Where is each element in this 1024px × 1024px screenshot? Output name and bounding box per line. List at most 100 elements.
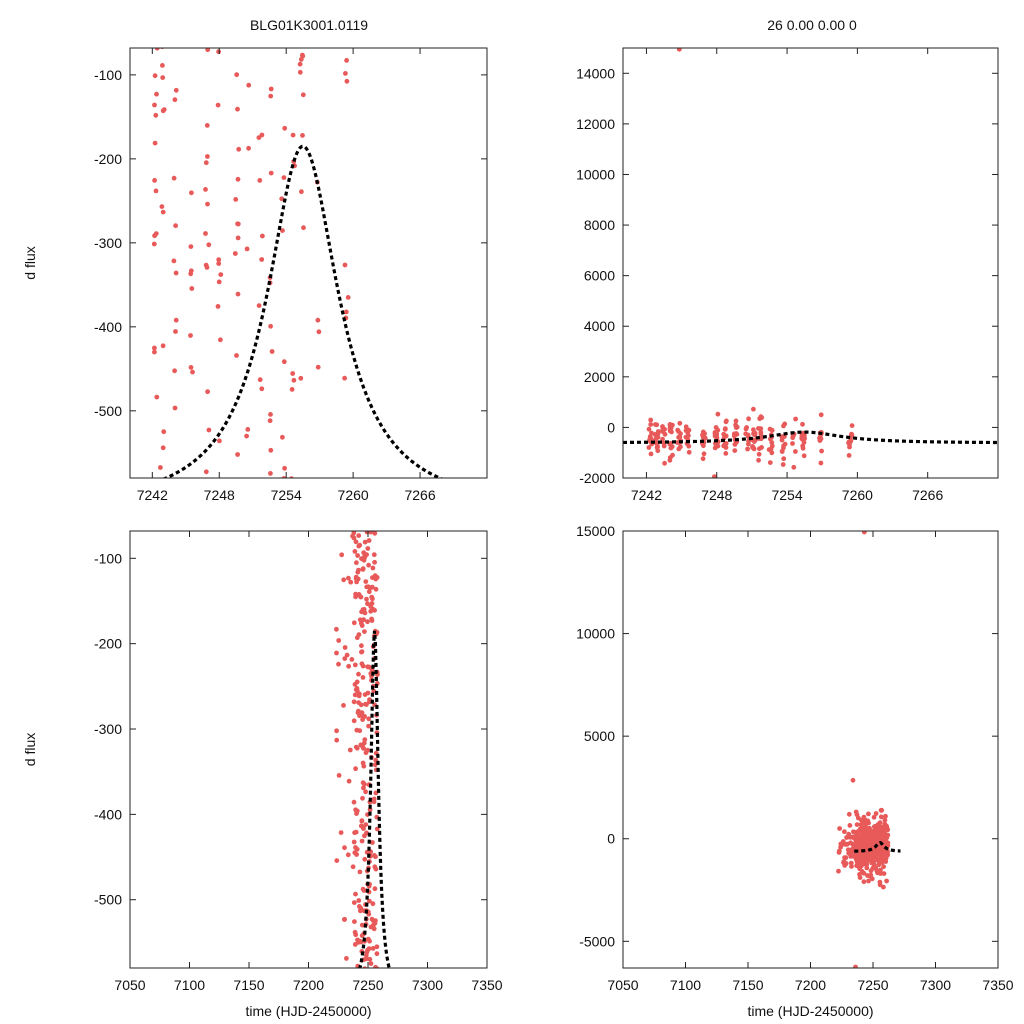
data-point [160,445,166,451]
data-point [216,257,222,263]
data-point [367,956,373,962]
data-point [188,244,194,250]
data-point [781,443,786,449]
data-point [734,431,740,437]
data-point [203,187,208,192]
data-point [153,112,159,118]
data-point [353,891,358,897]
data-point [368,961,374,966]
data-point [338,830,344,835]
data-point [372,559,377,565]
data-point [336,661,341,667]
data-point [218,337,223,343]
data-point [366,584,371,590]
figure-title-left: BLG01K3001.0119 [250,17,368,33]
data-point [347,747,353,753]
data-point [352,549,358,554]
data-point [881,884,886,890]
data-point [353,591,358,597]
data-point [171,175,177,181]
data-point [361,740,367,746]
data-point [800,421,805,427]
y-tick-label: 15000 [576,523,615,539]
data-point [856,834,862,839]
x-tick-label: 7266 [404,487,435,503]
data-point [370,901,376,907]
data-point [282,125,288,131]
data-point [368,531,374,535]
data-point [292,482,297,487]
data-point [884,878,889,884]
data-point [652,432,658,437]
data-point [678,431,683,436]
y-axis-label: d flux [22,733,38,766]
data-point [653,422,658,427]
plot-area [623,48,998,478]
y-tick-label: 6000 [584,268,615,284]
x-axis-label: time (HJD-2450000) [747,1003,873,1019]
data-point [352,830,357,836]
y-axis-label: d flux [22,246,38,279]
y-tick-label: -200 [94,151,122,167]
data-point [363,579,369,584]
y-tick-label: -300 [94,235,122,251]
data-point [218,272,224,277]
data-point [300,52,305,58]
x-tick-label: 7100 [174,977,205,993]
data-point [715,427,721,433]
data-point [342,375,347,381]
data-point [678,444,683,450]
data-point [344,58,349,63]
data-point [356,898,362,903]
data-point [861,861,867,867]
data-point [360,795,365,801]
data-point [206,427,212,433]
data-point [370,840,375,845]
data-point [359,713,365,718]
data-point [873,811,879,816]
data-point [366,589,372,595]
data-point [871,814,877,820]
y-tick-label: -500 [94,892,122,908]
data-point [372,969,377,974]
data-point [857,826,863,832]
data-point [205,389,211,395]
data-point [346,575,351,581]
data-point [358,594,364,600]
data-point [372,762,378,768]
data-point [881,823,887,829]
data-point [769,443,775,449]
data-point [235,235,241,241]
data-point [646,445,652,450]
data-point [206,242,212,248]
x-tick-label: 7250 [352,977,383,993]
x-tick-label: 7260 [842,487,873,503]
data-point [290,371,296,376]
data-point [866,811,871,817]
data-point [881,871,887,876]
data-point [289,387,295,392]
panel-top-right: 7242 7248 7254 7260 7266 -2000 0 2000 4000 6000 80… [576,47,999,503]
data-point [281,359,287,365]
data-point [367,938,372,944]
data-point [836,868,841,874]
data-point [235,176,241,182]
data-point [878,867,883,873]
data-point [342,656,348,661]
plot-area [334,531,391,974]
data-point [342,916,347,922]
data-point [751,406,756,412]
data-point [869,834,875,840]
data-point [374,951,380,957]
x-tick-label: 7300 [920,977,951,993]
data-point [722,426,728,432]
data-point [355,553,360,558]
data-point [370,565,376,571]
data-point [351,900,357,905]
data-point [801,453,807,459]
data-point [818,436,824,442]
data-point [351,799,357,805]
y-tick-label: 0 [607,419,615,435]
data-point [646,426,652,432]
data-point [343,309,349,315]
